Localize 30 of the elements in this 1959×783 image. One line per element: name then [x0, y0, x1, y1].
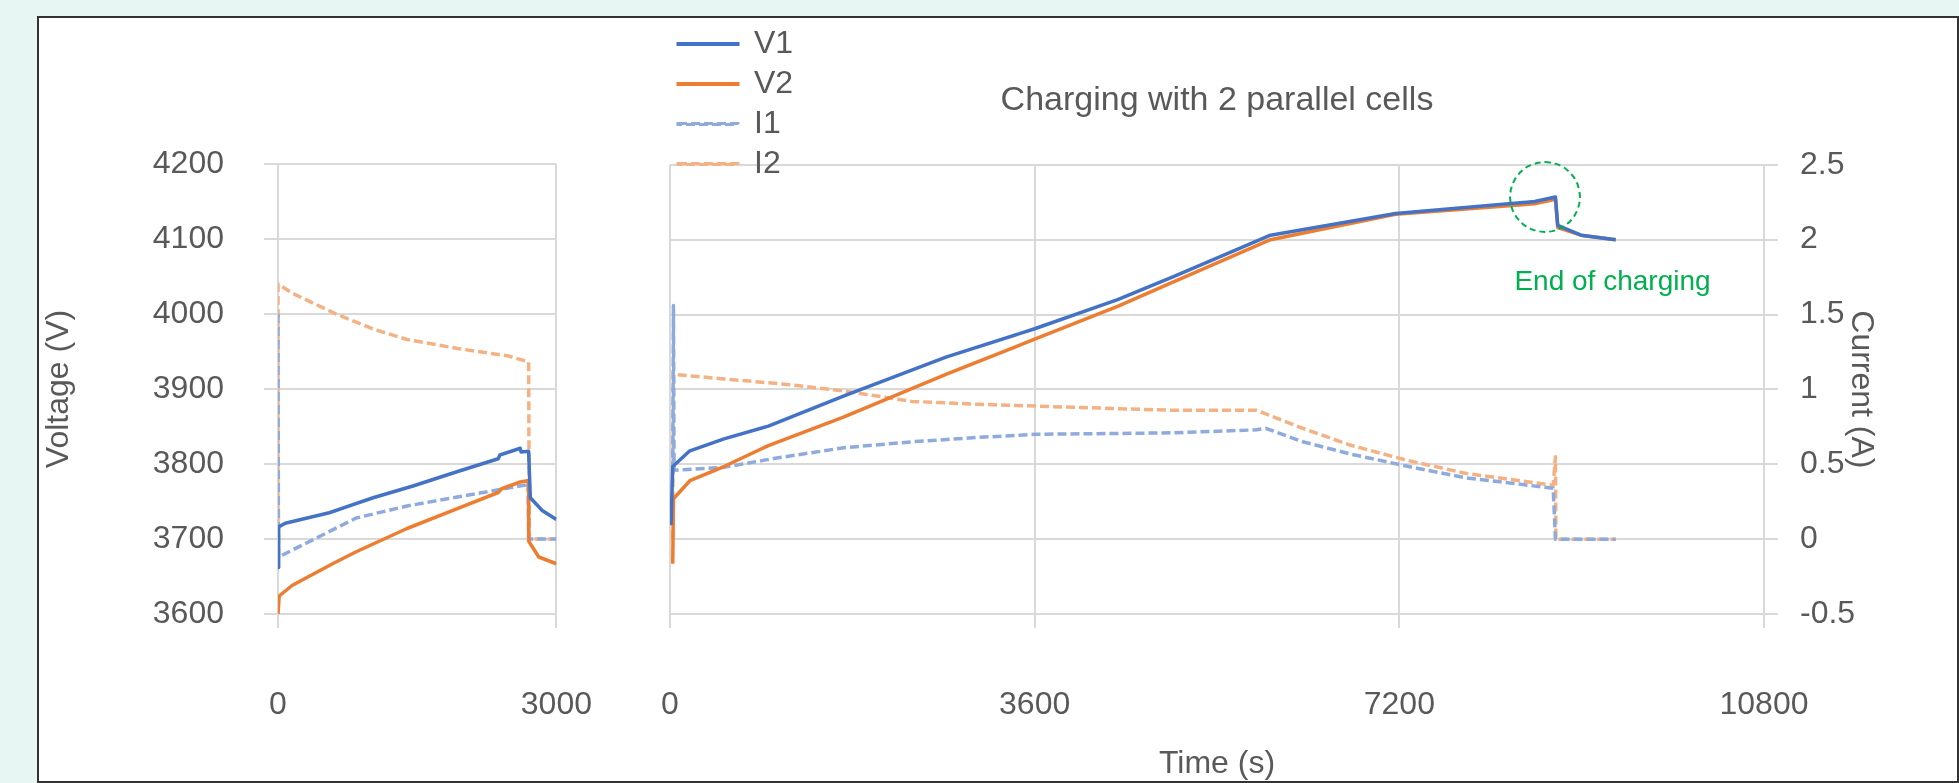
annotation: End of charging — [1514, 264, 1711, 296]
y-tick-label: 4100 — [152, 218, 224, 255]
x-tick-label: 0 — [269, 685, 287, 722]
legend-label: V2 — [754, 63, 794, 100]
y2-tick-label: 1.5 — [1800, 294, 1845, 331]
line-series — [670, 303, 1618, 541]
y-tick-label: 3700 — [152, 518, 224, 555]
x-tick-label: 10800 — [1719, 685, 1809, 722]
y2-tick-label: 1 — [1800, 369, 1818, 406]
y-tick-label: 3600 — [152, 593, 224, 630]
y-axis-title: Voltage (V) — [39, 309, 76, 469]
legend-label: I2 — [754, 143, 781, 180]
y-tick-label: 3900 — [152, 368, 224, 405]
x-tick-label: 3600 — [999, 685, 1071, 722]
y2-tick-label: 2.5 — [1800, 144, 1845, 181]
y2-tick-label: 0 — [1800, 518, 1818, 555]
y-tick-label: 4000 — [152, 293, 224, 330]
x-tick-label: 7200 — [1363, 685, 1435, 722]
legend-label: V1 — [754, 23, 794, 60]
x-axis-title: Time (s) — [1158, 743, 1276, 780]
y-tick-label: 4200 — [152, 143, 224, 180]
x-tick-label: 0 — [661, 685, 679, 722]
x-tick-label: 3000 — [520, 685, 592, 722]
legend-label: I1 — [754, 103, 781, 140]
chart-title: Charging with 2 parallel cells — [1000, 78, 1434, 117]
y2-tick-label: 0.5 — [1800, 444, 1845, 481]
y2-axis-title: Current (A) — [1844, 310, 1881, 469]
y2-tick-label: 2 — [1800, 219, 1818, 256]
y-tick-label: 3800 — [152, 443, 224, 480]
y2-tick-label: -0.5 — [1800, 593, 1856, 630]
